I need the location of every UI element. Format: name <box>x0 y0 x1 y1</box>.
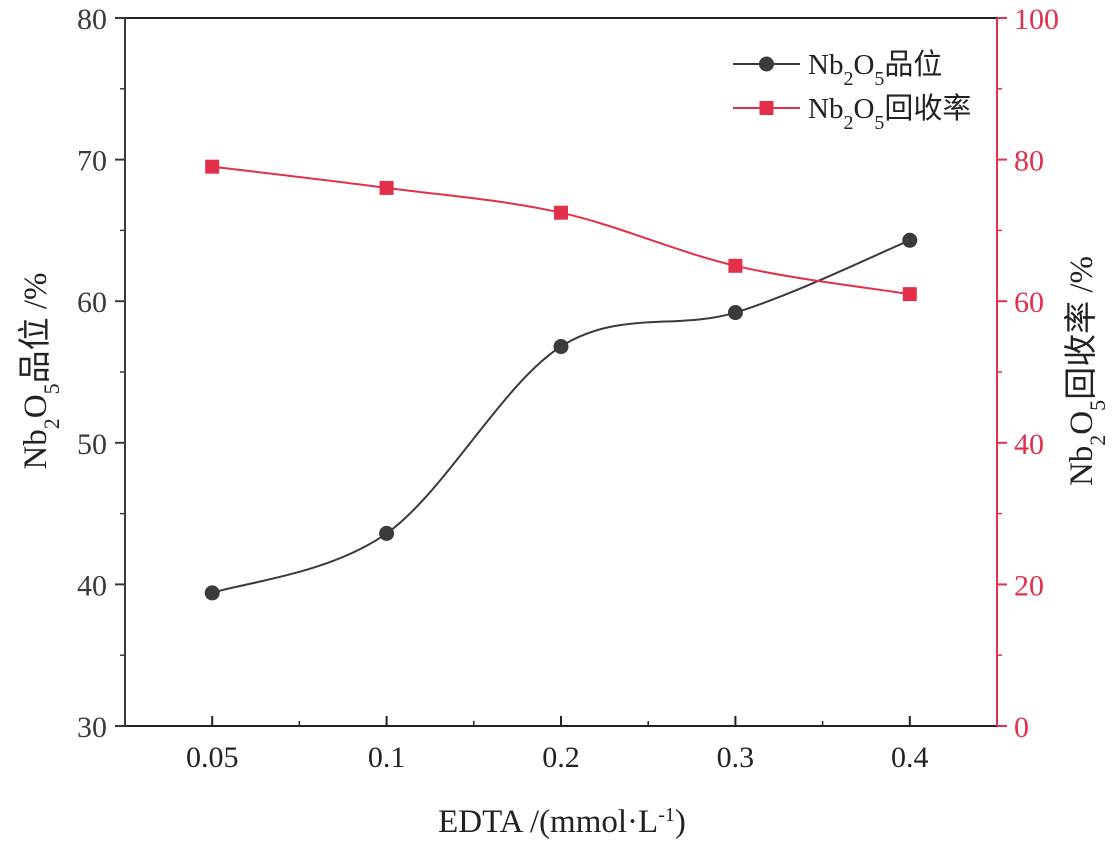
series-1-point <box>553 339 569 355</box>
left-tick-label: 60 <box>77 286 107 319</box>
left-tick-label: 50 <box>77 428 107 461</box>
series-1-line <box>211 239 911 594</box>
x-tick-label: 0.4 <box>891 741 929 774</box>
x-axis-title-superscript: -1 <box>658 804 675 826</box>
x-tick-label: 0.3 <box>717 741 755 774</box>
left-tick-label: 30 <box>77 711 107 744</box>
legend-entry-2: Nb2O5回收率 <box>733 92 971 134</box>
x-axis: 0.05 0.1 0.2 0.3 0.4 <box>186 716 929 774</box>
x-tick-label: 0.05 <box>186 741 239 774</box>
x-tick-label: 0.1 <box>368 741 406 774</box>
left-tick-label: 40 <box>77 569 107 602</box>
legend-marker <box>759 101 774 115</box>
series-1-point <box>902 232 918 248</box>
x-axis-title-main: EDTA /(mmol·L <box>438 804 658 840</box>
legend-marker <box>759 56 774 72</box>
series-2-point <box>902 287 917 302</box>
series-2-point <box>205 159 220 174</box>
right-tick-label: 0 <box>1014 711 1029 744</box>
left-tick-label: 80 <box>77 3 107 36</box>
left-tick-label: 70 <box>77 145 107 178</box>
series-layer <box>204 159 918 601</box>
right-tick-label: 80 <box>1014 145 1044 178</box>
series-1-point <box>379 525 395 541</box>
series-2-point <box>379 180 394 195</box>
right-tick-label: 60 <box>1014 286 1044 319</box>
series-1-point <box>204 585 220 601</box>
legend-entry-1: Nb2O5品位 <box>733 48 942 90</box>
right-tick-label: 20 <box>1014 569 1044 602</box>
x-axis-title: EDTA /(mmol·L-1) <box>438 804 686 840</box>
right-y-axis: 0 20 40 60 80 100 <box>997 3 1059 744</box>
series-2-point <box>728 258 743 273</box>
x-axis-title-tail: ) <box>675 804 686 840</box>
left-y-axis-title: Nb2O5品位 /% <box>17 272 64 469</box>
series-2-point <box>554 205 568 220</box>
series-2 <box>205 159 917 302</box>
legend-label: Nb2O5品位 <box>808 48 942 90</box>
legend-label: Nb2O5回收率 <box>808 92 971 134</box>
series-1-point <box>727 305 743 321</box>
series-1 <box>204 232 918 601</box>
right-y-axis-title: Nb2O5回收率 /% <box>1063 256 1110 486</box>
series-2-line <box>212 165 910 296</box>
right-tick-label: 40 <box>1014 428 1044 461</box>
right-tick-label: 100 <box>1014 3 1059 36</box>
x-tick-label: 0.2 <box>542 741 580 774</box>
left-y-axis: 30 40 50 60 70 80 <box>77 3 125 744</box>
